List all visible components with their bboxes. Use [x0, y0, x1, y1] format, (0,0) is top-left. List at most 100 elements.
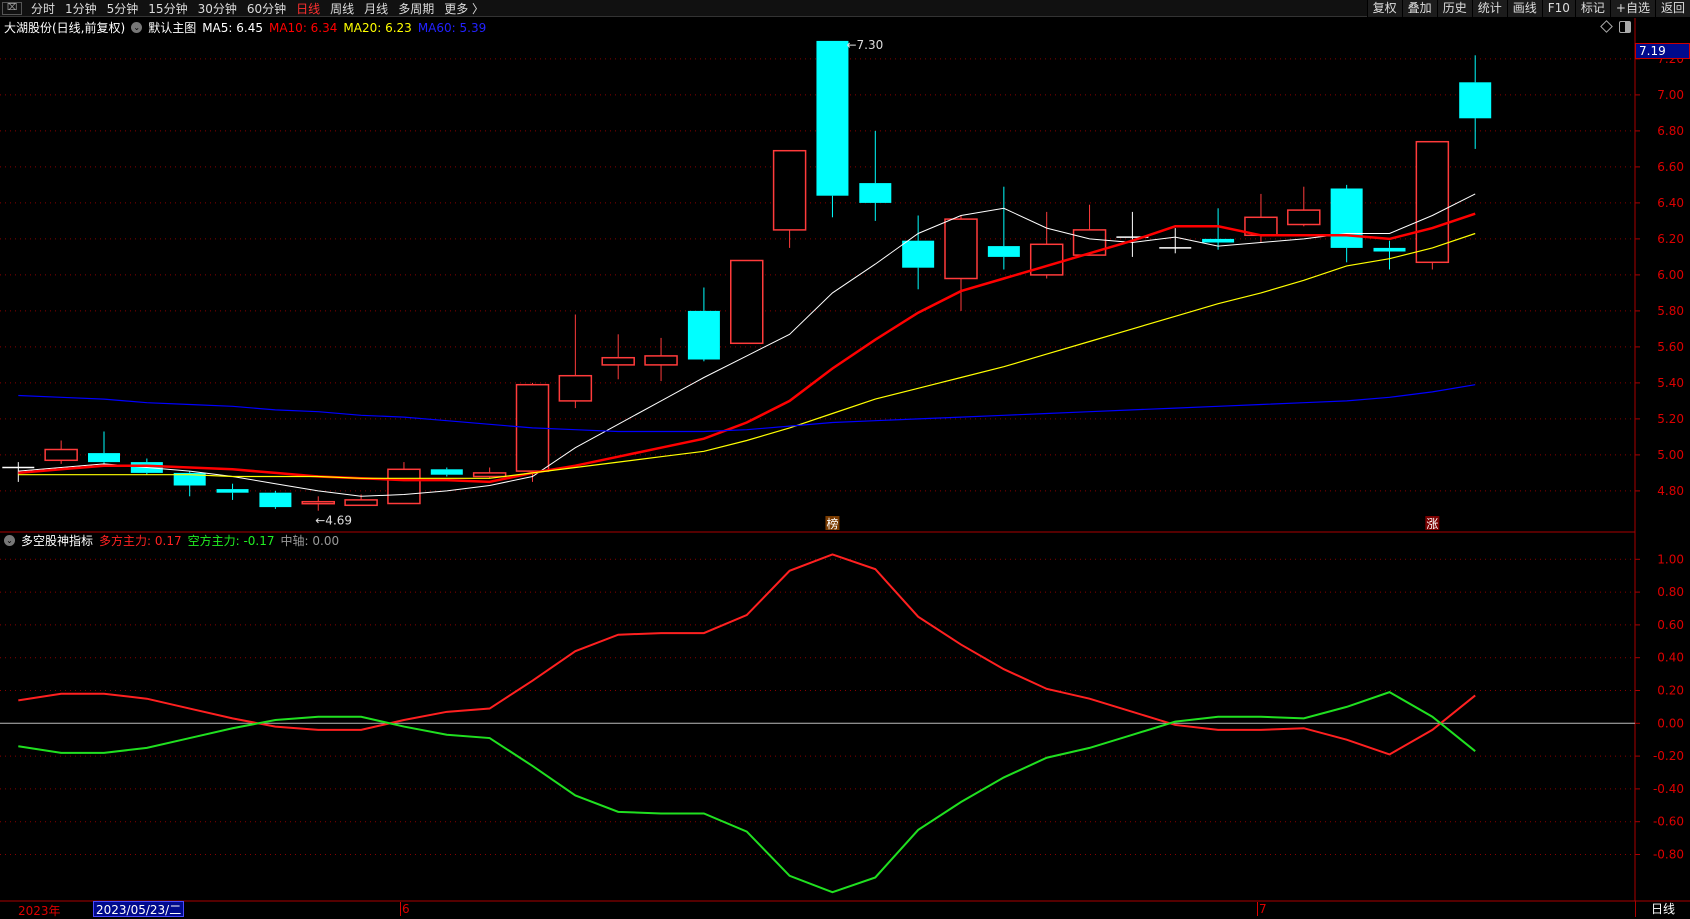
candle [1116, 211, 1149, 257]
candle-body [344, 499, 378, 507]
cursor-date: 2023/05/23/二 [93, 901, 185, 917]
period-tab[interactable]: 1分钟 [65, 1, 97, 16]
price-tick-label: 6.40 [1657, 196, 1684, 210]
candle-body [816, 40, 849, 196]
candle-body [1415, 140, 1450, 264]
period-tab[interactable]: 更多 〉 [444, 1, 485, 16]
tool-button[interactable]: 叠加 [1401, 0, 1437, 17]
ma-line-ma10 [18, 212, 1476, 484]
candle [216, 483, 249, 500]
period-tab[interactable]: 月线 [364, 1, 389, 16]
candle [1159, 228, 1192, 254]
candle [44, 440, 78, 464]
indicator-tick-label: 1.00 [1657, 552, 1684, 566]
candle [772, 149, 807, 248]
tool-button[interactable]: F10 [1541, 0, 1575, 17]
bear-line [18, 691, 1476, 894]
indicator-tick-label: -0.40 [1653, 782, 1684, 796]
candle-body [1287, 209, 1321, 226]
candle-body [730, 259, 764, 345]
period-tab[interactable]: 分时 [31, 1, 56, 16]
candle-body [88, 453, 120, 463]
tool-button[interactable]: 返回 [1654, 0, 1690, 17]
candle-body [472, 472, 507, 478]
indicator-tick-label: 0.60 [1657, 618, 1684, 632]
main-legend: 大湖股份(日线,前复权) ⌄ 默认主图 MA5: 6.45 MA10: 6.34… [4, 19, 486, 36]
event-marker [1425, 516, 1440, 530]
indicator-tick-label: 0.40 [1657, 651, 1684, 665]
candle-body [387, 468, 421, 505]
candle-body [44, 448, 78, 462]
period-tab[interactable]: 30分钟 [197, 1, 237, 16]
tool-button[interactable]: 复权 [1366, 0, 1402, 17]
indicator-tick-label: -0.60 [1653, 815, 1684, 829]
indicator-chart[interactable] [0, 553, 1635, 894]
candle-body [944, 218, 978, 280]
period-tab[interactable]: 日线 [296, 1, 321, 16]
ma10-value: MA10: 6.34 [268, 20, 338, 35]
candle-body [173, 472, 206, 486]
price-tick-label: 5.20 [1657, 412, 1684, 426]
chevron-down-icon[interactable]: ⌄ [4, 535, 15, 546]
price-tick-label: 6.20 [1657, 232, 1684, 246]
tool-button[interactable]: +自选 [1609, 0, 1655, 17]
candle [1244, 193, 1278, 243]
candle [816, 40, 849, 218]
candle-body [301, 500, 335, 505]
ma60-value: MA60: 5.39 [417, 20, 487, 35]
candle [558, 314, 593, 409]
candle-body [1330, 188, 1363, 248]
candle [730, 259, 764, 345]
period-toolbar: ⌧ 分时 1分钟 5分钟 15分钟 30分钟 60分钟 日线 周线 月线 多周期 更多 〉 复权 叠加… [0, 0, 1690, 17]
indicator-legend: ⌄ 多空股神指标 多方主力: 0.17 空方主力: -0.17 中轴: 0.00 [4, 532, 339, 549]
period-label[interactable]: 日线 [1635, 901, 1690, 917]
month-tick: 7 [1256, 902, 1267, 916]
bull-line [18, 553, 1476, 756]
candle-body [1072, 229, 1107, 256]
candle [1415, 140, 1450, 270]
candle-body [644, 355, 678, 366]
indicator-tick-label: -0.20 [1653, 749, 1684, 763]
indicator-title[interactable]: 多空股神指标 [21, 534, 94, 548]
price-tick-label: 7.00 [1657, 88, 1684, 102]
panel-toggle-icon[interactable] [1619, 21, 1631, 33]
candle [1373, 240, 1406, 270]
candle [644, 337, 678, 382]
main-chart[interactable]: ←7.30 ←4.69 榜 涨 [2, 38, 1492, 531]
time-axis: 2023年 2023/05/23/二 6 7 日线 [0, 901, 1690, 918]
low-price-label: ←4.69 [315, 514, 352, 528]
candle-body [1202, 238, 1235, 243]
candle [944, 215, 978, 311]
year-label: 2023年 [18, 904, 61, 918]
candle-body [601, 356, 635, 366]
ma20-value: MA20: 6.23 [343, 20, 412, 35]
period-tab[interactable]: 5分钟 [106, 1, 139, 16]
candle [1287, 186, 1321, 227]
tool-button[interactable]: 历史 [1436, 0, 1472, 17]
candle-body [1459, 82, 1492, 119]
collapse-icon[interactable]: ⌧ [2, 1, 22, 15]
chevron-down-icon[interactable]: ⌄ [131, 22, 143, 33]
period-tab[interactable]: 15分钟 [148, 1, 188, 16]
candle [1072, 204, 1107, 256]
tool-button[interactable]: 画线 [1506, 0, 1542, 17]
period-tab[interactable]: 60分钟 [246, 1, 287, 16]
candle-body [987, 246, 1020, 257]
period-tab[interactable]: 周线 [330, 1, 355, 16]
tool-button[interactable]: 统计 [1471, 0, 1507, 17]
candle [430, 467, 463, 477]
bear-value: 空方主力: -0.17 [187, 534, 275, 548]
candle-body [772, 149, 807, 231]
tool-button[interactable]: 标记 [1574, 0, 1610, 17]
period-tab[interactable]: 多周期 [398, 1, 435, 16]
grid [0, 18, 1690, 902]
candle [515, 382, 550, 482]
candle [88, 431, 120, 466]
indicator-tick-label: -0.80 [1653, 848, 1684, 862]
template-name[interactable]: 默认主图 [148, 21, 197, 35]
candle [1330, 184, 1363, 263]
price-tick-label: 4.80 [1657, 484, 1684, 498]
candle-body [902, 240, 935, 268]
month-tick: 6 [399, 902, 410, 916]
